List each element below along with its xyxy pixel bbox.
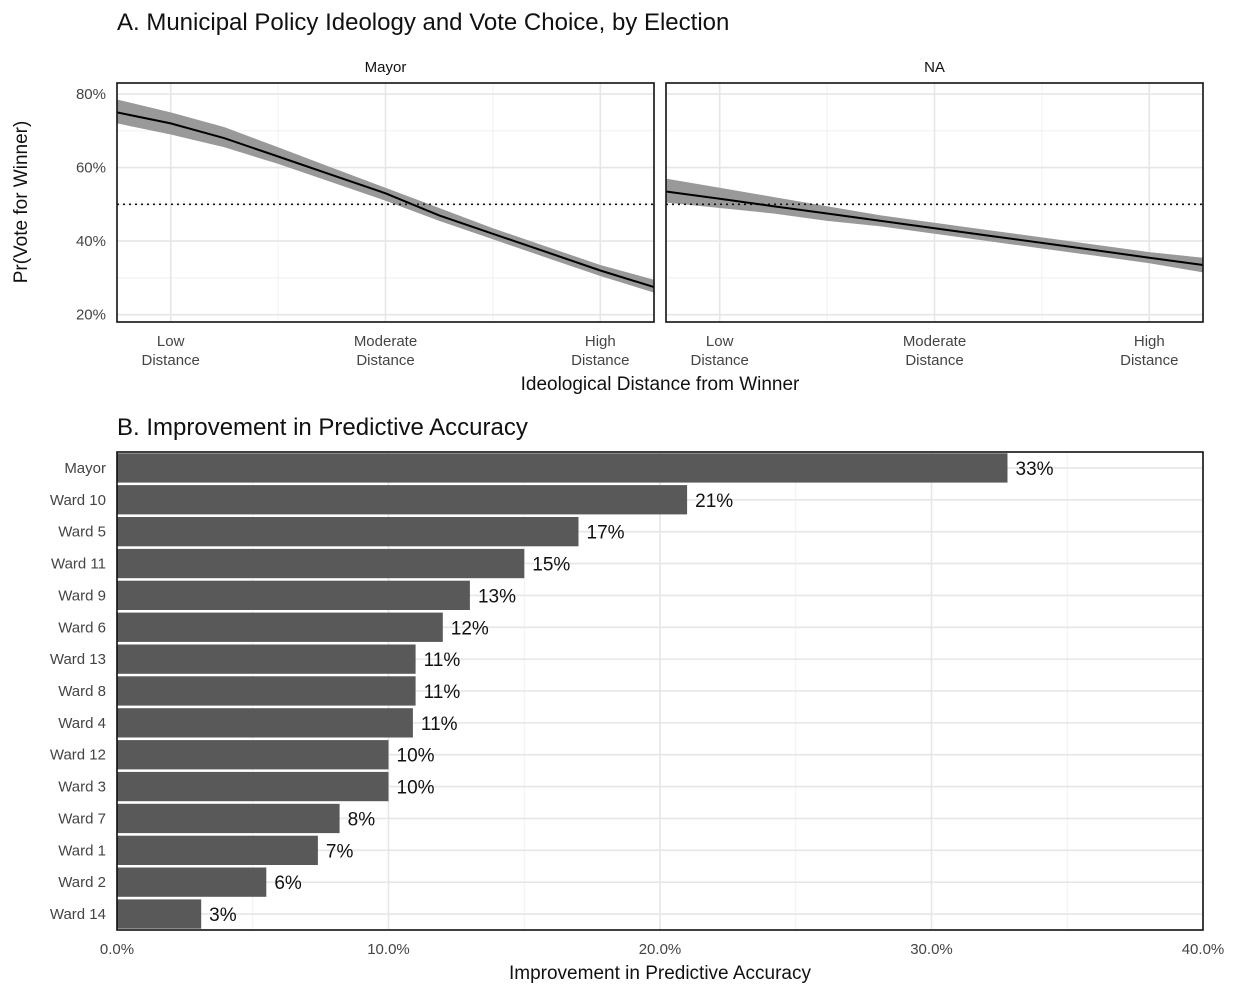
- y-tick-label: 60%: [76, 160, 106, 177]
- category-label-ward-4: Ward 4: [58, 715, 106, 732]
- value-label-ward-7: 8%: [348, 809, 376, 830]
- predicted-line-mayor: [116, 111, 655, 289]
- y-tick-label: 20%: [76, 307, 106, 324]
- bar-ward-11: [117, 548, 525, 579]
- x-axis-title-b: Improvement in Predictive Accuracy: [509, 963, 812, 984]
- y-axis-title-a: Pr(Vote for Winner): [11, 121, 32, 284]
- category-label-ward-11: Ward 11: [51, 556, 106, 573]
- value-label-ward-11: 15%: [532, 555, 570, 576]
- value-label-ward-14: 3%: [209, 905, 237, 926]
- value-label-ward-4: 11%: [421, 714, 458, 735]
- category-label-ward-2: Ward 2: [58, 874, 106, 891]
- bar-ward-13: [117, 644, 416, 674]
- category-label-ward-3: Ward 3: [58, 779, 106, 796]
- bar-ward-7: [117, 803, 340, 834]
- category-label-ward-7: Ward 7: [58, 810, 106, 827]
- category-label-ward-9: Ward 9: [58, 587, 106, 604]
- x-tick-label: Moderate Distance: [354, 333, 417, 369]
- bar-ward-6: [117, 612, 443, 642]
- category-label-ward-8: Ward 8: [58, 683, 106, 700]
- value-label-ward-8: 11%: [424, 682, 461, 703]
- value-label-ward-12: 10%: [397, 746, 435, 767]
- bar-panel: Mayor 33% Ward 10 21% Ward 5 17% Ward 11 15% War…: [50, 451, 1225, 958]
- bar-ward-10: [117, 485, 688, 515]
- x-tick-label: 40.0%: [1182, 941, 1225, 958]
- panel-border: [116, 82, 655, 323]
- category-label-mayor: Mayor: [64, 460, 106, 477]
- x-tick-label: Low Distance: [691, 333, 749, 369]
- y-axis-ticks-a: 20% 40% 60% 80%: [76, 86, 106, 324]
- bar-ward-14: [117, 899, 202, 929]
- bar-ward-1: [117, 835, 318, 865]
- bar-ward-9: [117, 580, 470, 610]
- value-label-ward-3: 10%: [397, 778, 435, 799]
- value-label-ward-13: 11%: [424, 650, 461, 671]
- category-label-ward-13: Ward 13: [50, 651, 106, 668]
- panel-b-title: B. Improvement in Predictive Accuracy: [117, 414, 528, 441]
- facet-panel-mayor: [116, 82, 655, 323]
- facet-label-na: NA: [924, 59, 945, 76]
- value-label-ward-9: 13%: [478, 586, 516, 607]
- bar-ward-5: [117, 517, 579, 547]
- y-tick-label: 80%: [76, 86, 106, 103]
- value-label-ward-1: 7%: [326, 841, 354, 862]
- category-label-ward-12: Ward 12: [50, 747, 106, 764]
- y-tick-label: 40%: [76, 233, 106, 250]
- x-tick-label: 20.0%: [639, 941, 682, 958]
- category-label-ward-1: Ward 1: [58, 842, 106, 859]
- value-label-ward-5: 17%: [587, 523, 625, 544]
- category-label-ward-5: Ward 5: [58, 524, 106, 541]
- category-label-ward-6: Ward 6: [58, 619, 106, 636]
- category-label-ward-14: Ward 14: [50, 906, 106, 923]
- value-label-ward-10: 21%: [695, 491, 733, 512]
- x-tick-label: Low Distance: [142, 333, 200, 369]
- facet-label-mayor: Mayor: [365, 59, 407, 76]
- bar-ward-3: [117, 771, 389, 802]
- value-label-ward-6: 12%: [451, 618, 489, 639]
- panel-a-title: A. Municipal Policy Ideology and Vote Ch…: [117, 9, 729, 36]
- x-axis-title-a: Ideological Distance from Winner: [521, 374, 800, 395]
- facet-panel-na: [665, 82, 1204, 323]
- value-label-ward-2: 6%: [274, 873, 302, 894]
- x-tick-label: 0.0%: [100, 941, 134, 958]
- bar-ward-12: [117, 740, 389, 770]
- confidence-band-na: [666, 178, 1203, 273]
- x-tick-label: High Distance: [1120, 333, 1178, 369]
- x-axis-ticks-a: Low Distance Moderate Distance High Distance L…: [142, 333, 1179, 369]
- bar-ward-2: [117, 867, 267, 897]
- bar-ward-4: [117, 708, 413, 738]
- x-tick-label: Moderate Distance: [903, 333, 966, 369]
- value-label-mayor: 33%: [1016, 459, 1054, 480]
- x-tick-label: 30.0%: [910, 941, 953, 958]
- predicted-line-na: [665, 190, 1204, 266]
- panel-border: [665, 82, 1204, 323]
- bar-mayor: [117, 453, 1008, 483]
- bar-ward-8: [117, 676, 416, 706]
- x-tick-label: High Distance: [571, 333, 629, 369]
- category-label-ward-10: Ward 10: [50, 492, 106, 509]
- panel-border: [116, 451, 1204, 931]
- x-tick-label: 10.0%: [367, 941, 410, 958]
